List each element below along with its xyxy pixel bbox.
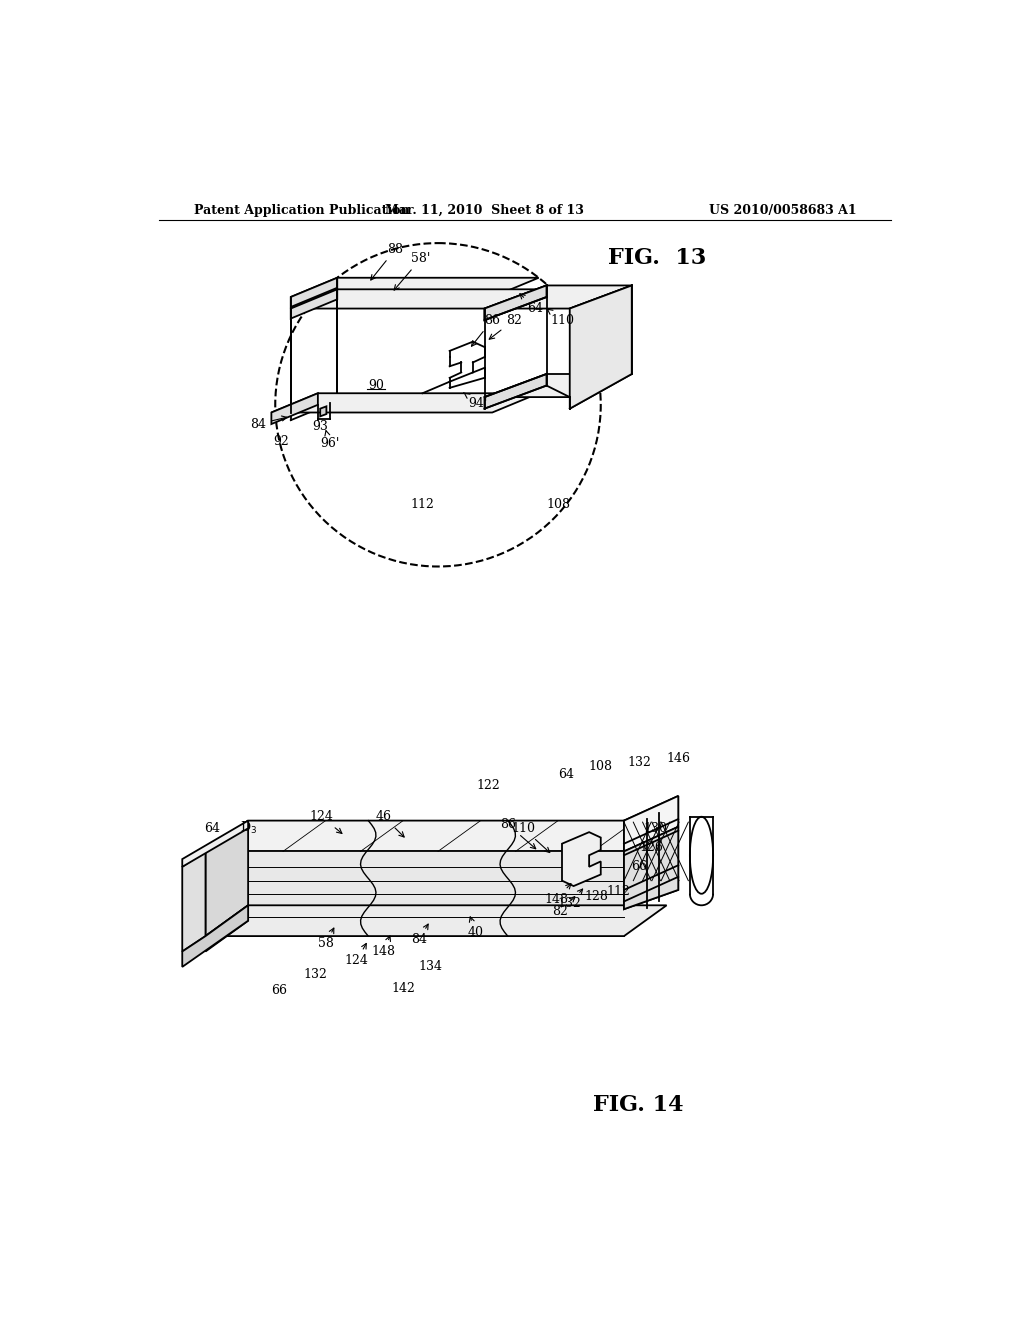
Text: 66: 66 (632, 861, 647, 874)
Polygon shape (624, 826, 678, 909)
Polygon shape (291, 289, 539, 309)
Text: 124: 124 (310, 810, 342, 833)
Text: 94': 94' (464, 392, 488, 409)
Text: 108: 108 (546, 499, 570, 511)
Polygon shape (206, 821, 667, 851)
Text: 128: 128 (585, 890, 609, 903)
Polygon shape (484, 285, 547, 321)
Polygon shape (624, 796, 678, 909)
Polygon shape (321, 407, 327, 416)
Text: 148: 148 (372, 936, 395, 958)
Text: 82: 82 (553, 896, 574, 917)
Polygon shape (206, 906, 667, 936)
Text: Patent Application Publication: Patent Application Publication (194, 205, 410, 218)
Text: 112: 112 (411, 499, 434, 511)
Text: 132: 132 (558, 890, 583, 911)
Polygon shape (569, 285, 632, 409)
Polygon shape (206, 851, 624, 936)
Polygon shape (182, 851, 206, 952)
Polygon shape (484, 285, 632, 309)
Polygon shape (291, 277, 337, 308)
Text: 92: 92 (273, 436, 290, 449)
Text: 82: 82 (489, 314, 522, 339)
Text: 64: 64 (558, 768, 573, 781)
Text: 96': 96' (319, 430, 339, 450)
Polygon shape (182, 906, 248, 966)
Text: 84: 84 (250, 416, 287, 430)
Text: 146: 146 (667, 752, 690, 766)
Polygon shape (291, 289, 337, 318)
Text: 86: 86 (500, 818, 536, 849)
Text: 122: 122 (476, 779, 501, 792)
Polygon shape (271, 393, 317, 424)
Polygon shape (206, 821, 248, 936)
Text: Mar. 11, 2010  Sheet 8 of 13: Mar. 11, 2010 Sheet 8 of 13 (385, 205, 584, 218)
Text: 134: 134 (418, 961, 442, 973)
Text: 66: 66 (271, 983, 287, 997)
Text: 64: 64 (204, 822, 220, 834)
Text: 40: 40 (467, 917, 483, 939)
Text: 58': 58' (394, 252, 431, 290)
Text: FIG.  13: FIG. 13 (608, 247, 707, 269)
Text: 130: 130 (643, 822, 667, 834)
Text: 142: 142 (391, 982, 415, 995)
Text: 84: 84 (411, 924, 428, 946)
Text: 108: 108 (589, 760, 612, 774)
Text: 46: 46 (376, 810, 404, 837)
Polygon shape (182, 821, 248, 867)
Text: 90: 90 (368, 379, 384, 392)
Text: US 2010/0058683 A1: US 2010/0058683 A1 (709, 205, 856, 218)
Text: 64: 64 (520, 293, 543, 315)
Polygon shape (624, 796, 678, 851)
Polygon shape (562, 832, 601, 886)
Text: 88: 88 (371, 243, 403, 280)
Text: 124: 124 (345, 944, 369, 968)
Polygon shape (484, 374, 632, 397)
Text: D$_3$: D$_3$ (240, 820, 257, 837)
Text: 112: 112 (606, 884, 631, 898)
Polygon shape (271, 393, 539, 412)
Text: 126: 126 (639, 841, 664, 854)
Polygon shape (484, 285, 547, 321)
Polygon shape (484, 374, 547, 409)
Text: FIG. 14: FIG. 14 (593, 1094, 683, 1115)
Polygon shape (291, 277, 539, 297)
Text: 86: 86 (471, 314, 501, 346)
Text: 110: 110 (547, 309, 574, 326)
Text: 93: 93 (312, 420, 328, 433)
Text: 110: 110 (511, 822, 550, 853)
Text: 132: 132 (303, 968, 328, 981)
Text: 132: 132 (628, 756, 651, 770)
Text: 148: 148 (545, 883, 571, 906)
Polygon shape (206, 906, 248, 952)
Text: 58: 58 (317, 928, 334, 950)
